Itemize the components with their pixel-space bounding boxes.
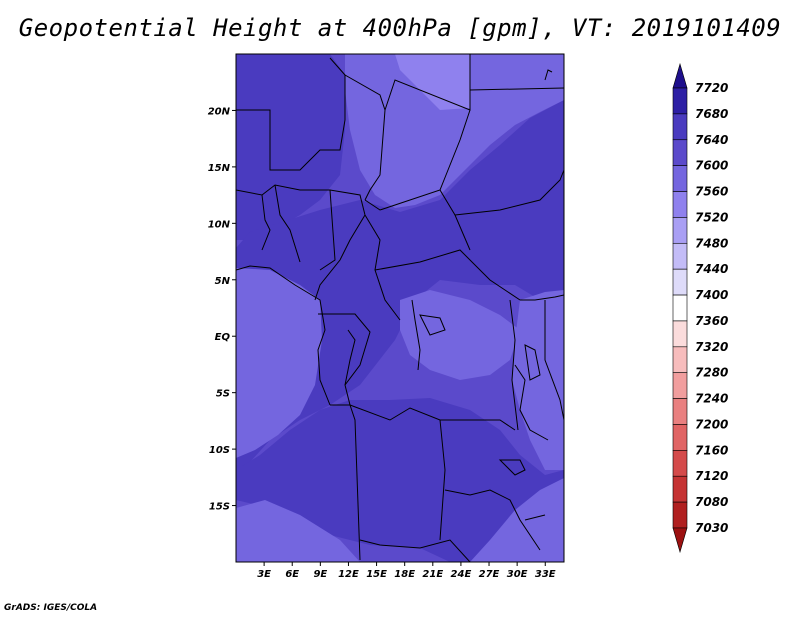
lat-tick-label: 10N	[208, 219, 231, 230]
field-band-7520-7560-east	[512, 290, 564, 470]
field-band-7600-7640-central	[236, 100, 564, 470]
lat-tick-label: 15N	[208, 163, 231, 174]
field-band-7520-7560-southwest	[236, 500, 360, 562]
colorbar-segment	[672, 475, 688, 503]
colorbar-segment	[672, 372, 688, 399]
lon-tick-label: 18E	[394, 569, 415, 580]
colorbar-segment	[672, 424, 688, 451]
colorbar-segment	[672, 268, 688, 296]
lon-tick-label: 9E	[313, 569, 327, 580]
lat-tick-label: 20N	[208, 106, 231, 117]
colorbar-segment	[672, 294, 688, 322]
colorbar-segment	[672, 320, 688, 348]
lat-tick-label: 5N	[215, 276, 231, 287]
field-band-7520-7560-southeast	[470, 478, 564, 562]
colorbar-label: 7160	[695, 443, 728, 457]
field-band-7600-7640-south	[236, 398, 564, 562]
colorbar-top-arrow	[672, 62, 688, 89]
colorbar-segment	[672, 165, 688, 192]
colorbar-label: 7280	[695, 366, 728, 380]
colorbar-label: 7080	[695, 495, 728, 509]
colorbar-segment	[672, 191, 688, 218]
colorbar-segment	[672, 217, 688, 244]
lat-tick-label: 15S	[209, 502, 230, 513]
lon-tick-label: 24E	[451, 569, 472, 580]
lat-tick-label: 10S	[209, 445, 230, 456]
field-band-7480-7520-north	[395, 54, 470, 110]
colorbar-segment	[672, 501, 688, 529]
colorbar-label: 7640	[695, 133, 728, 147]
colorbar-segment	[672, 87, 688, 115]
colorbar-label: 7680	[695, 107, 728, 121]
lon-tick-label: 3E	[257, 569, 271, 580]
colorbar-label: 7600	[695, 159, 728, 173]
field-band-7520-7560-north	[345, 54, 564, 208]
chart-title: Geopotential Height at 400hPa [gpm], VT:…	[18, 14, 782, 42]
colorbar-label: 7400	[695, 288, 728, 302]
colorbar-label: 7440	[695, 262, 728, 276]
field-band-7520-7560-congo	[400, 290, 520, 380]
lon-tick-label: 15E	[366, 569, 387, 580]
colorbar-segment	[672, 139, 688, 166]
colorbar-label: 7720	[695, 81, 728, 95]
lon-tick-label: 33E	[535, 569, 556, 580]
colorbar-segment	[672, 398, 688, 425]
colorbar-segment	[672, 242, 688, 270]
colorbar-label: 7480	[695, 236, 728, 250]
field-band-7520-7560-atlantic	[236, 268, 322, 458]
longitude-axis: 3E 6E 9E 12E 15E 18E 21E 24E 27E 30E 33E	[257, 562, 556, 580]
colorbar-label: 7560	[695, 185, 728, 199]
colorbar: 7720 7680 7640 7600 7560 7520 7480 7440 7400 7360…	[672, 62, 728, 554]
height-field	[236, 54, 564, 562]
colorbar-label: 7240	[695, 392, 728, 406]
colorbar-label: 7120	[695, 469, 728, 483]
country-borders	[236, 54, 564, 562]
lat-tick-label: EQ	[215, 332, 231, 343]
colorbar-segment	[672, 450, 688, 477]
lat-tick-label: 5S	[216, 389, 230, 400]
colorbar-label: 7030	[695, 521, 728, 535]
lon-tick-label: 12E	[338, 569, 359, 580]
colorbar-segment	[672, 113, 688, 141]
map-frame	[235, 53, 565, 563]
colorbar-label: 7200	[695, 417, 728, 431]
colorbar-label: 7520	[695, 210, 728, 224]
colorbar-label: 7320	[695, 340, 728, 354]
colorbar-segment	[672, 346, 688, 374]
colorbar-label: 7360	[695, 314, 728, 328]
lon-tick-label: 6E	[285, 569, 299, 580]
lon-tick-label: 21E	[422, 569, 443, 580]
lon-tick-label: 30E	[507, 569, 528, 580]
credit-label: GrADS: IGES/COLA	[4, 603, 98, 613]
latitude-axis: 20N 15N 10N 5N EQ 5S 10S 15S	[208, 106, 236, 513]
colorbar-bottom-arrow	[672, 527, 688, 554]
lon-tick-label: 27E	[479, 569, 500, 580]
